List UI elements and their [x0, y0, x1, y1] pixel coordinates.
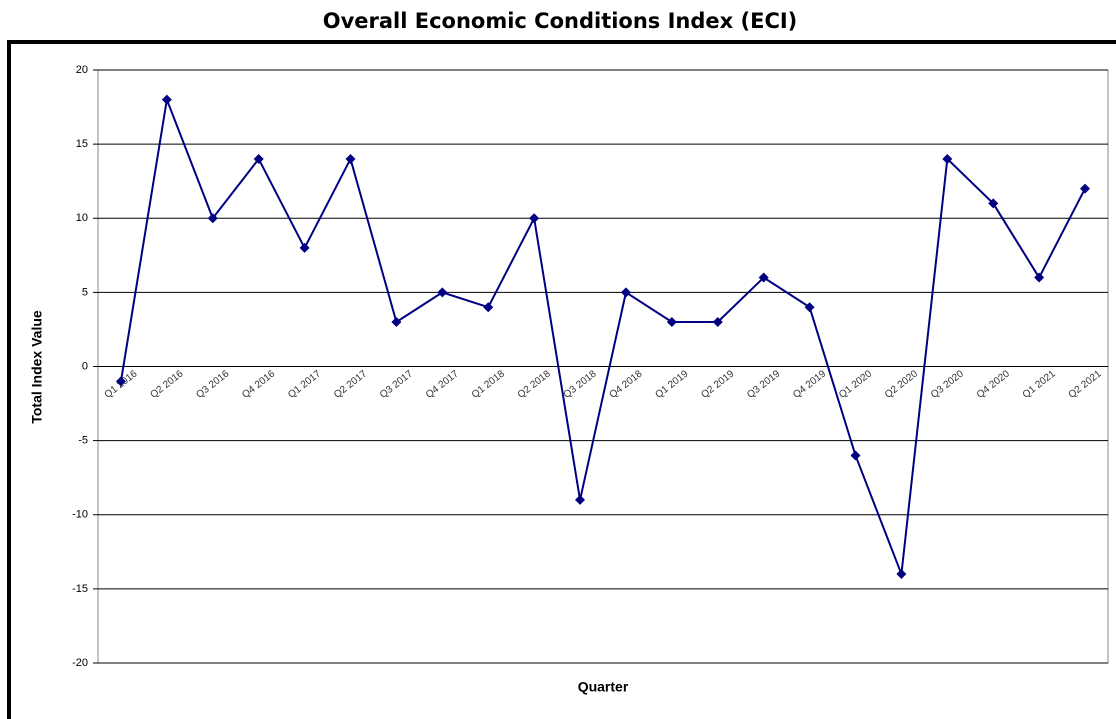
marker: [850, 450, 861, 461]
y-tick-label: 5: [82, 286, 88, 298]
marker: [529, 213, 540, 224]
x-tick-label: Q4 2016: [240, 368, 277, 401]
marker: [115, 376, 126, 387]
chart-title: Overall Economic Conditions Index (ECI): [323, 9, 798, 33]
x-tick-label: Q4 2020: [975, 368, 1012, 401]
x-tick-label: Q3 2016: [194, 368, 231, 401]
marker: [437, 287, 448, 298]
marker: [712, 317, 723, 328]
marker: [620, 287, 631, 298]
y-tick-label: 10: [76, 212, 88, 224]
x-axis-label: Quarter: [578, 679, 629, 695]
marker: [207, 213, 218, 224]
marker: [1034, 272, 1045, 283]
marker: [575, 494, 586, 505]
marker: [988, 198, 999, 209]
x-tick-label: Q2 2017: [332, 368, 369, 401]
x-tick-label: Q4 2019: [791, 368, 828, 401]
y-tick-label: 15: [76, 138, 88, 150]
marker: [161, 94, 172, 105]
marker: [942, 153, 953, 164]
marker: [666, 317, 677, 328]
x-tick-label: Q2 2020: [883, 368, 920, 401]
x-tick-label: Q1 2021: [1021, 368, 1058, 401]
y-tick-label: 0: [82, 360, 88, 372]
x-tick-label: Q1 2018: [470, 368, 507, 401]
x-tick-label: Q1 2020: [837, 368, 874, 401]
y-tick-label: 20: [76, 64, 88, 76]
x-tick-label: Q4 2017: [424, 368, 461, 401]
marker: [1080, 183, 1091, 194]
marker: [758, 272, 769, 283]
x-tick-label: Q2 2019: [699, 368, 736, 401]
y-tick-label: -15: [72, 583, 88, 595]
x-tick-label: Q3 2017: [378, 368, 415, 401]
marker: [896, 569, 907, 580]
marker: [483, 302, 494, 313]
y-tick-label: -20: [72, 657, 88, 669]
x-tick-label: Q1 2019: [653, 368, 690, 401]
marker: [345, 153, 356, 164]
x-tick-label: Q4 2018: [608, 368, 645, 401]
x-tick-label: Q2 2018: [516, 368, 553, 401]
marker: [299, 242, 310, 253]
y-tick-label: -10: [72, 509, 88, 521]
x-tick-label: Q3 2018: [562, 368, 599, 401]
marker: [253, 153, 264, 164]
y-axis-label: Total Index Value: [29, 310, 45, 424]
x-tick-label: Q3 2019: [745, 368, 782, 401]
y-tick-label: -5: [78, 435, 88, 447]
x-tick-label: Q3 2020: [929, 368, 966, 401]
x-tick-label: Q1 2017: [286, 368, 323, 401]
line: [119, 95, 1086, 575]
marker: [804, 302, 815, 313]
x-tick-label: Q2 2016: [148, 368, 185, 401]
x-tick-label: Q2 2021: [1067, 368, 1104, 401]
frame: [7, 40, 1116, 719]
marker: [391, 317, 402, 328]
